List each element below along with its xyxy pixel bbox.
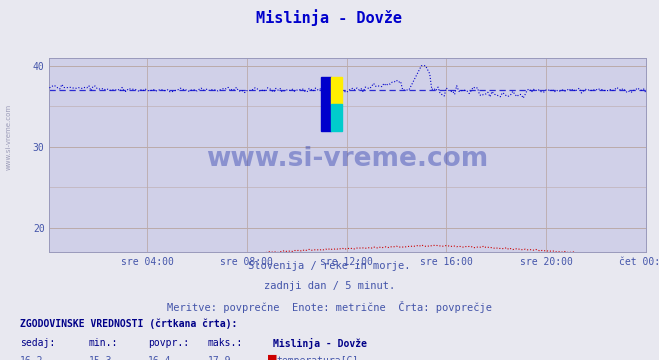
- Text: temperatura[C]: temperatura[C]: [277, 356, 359, 360]
- Text: Mislinja - Dovže: Mislinja - Dovže: [273, 338, 368, 350]
- Text: sedaj:: sedaj:: [20, 338, 55, 348]
- Text: 16,4: 16,4: [148, 356, 172, 360]
- Text: Mislinja - Dovže: Mislinja - Dovže: [256, 9, 403, 26]
- Text: min.:: min.:: [89, 338, 119, 348]
- Bar: [321, 77, 331, 131]
- Text: Slovenija / reke in morje.: Slovenija / reke in morje.: [248, 261, 411, 271]
- Bar: [331, 104, 341, 131]
- Bar: [331, 77, 341, 104]
- Text: 16,2: 16,2: [20, 356, 43, 360]
- Text: 17,9: 17,9: [208, 356, 231, 360]
- Text: povpr.:: povpr.:: [148, 338, 189, 348]
- Text: www.si-vreme.com: www.si-vreme.com: [5, 104, 11, 170]
- Text: Meritve: povprečne  Enote: metrične  Črta: povprečje: Meritve: povprečne Enote: metrične Črta:…: [167, 301, 492, 312]
- Text: zadnji dan / 5 minut.: zadnji dan / 5 minut.: [264, 281, 395, 291]
- Text: 15,3: 15,3: [89, 356, 113, 360]
- Text: www.si-vreme.com: www.si-vreme.com: [206, 146, 489, 172]
- Text: maks.:: maks.:: [208, 338, 243, 348]
- Text: ■: ■: [267, 354, 277, 360]
- Text: ZGODOVINSKE VREDNOSTI (črtkana črta):: ZGODOVINSKE VREDNOSTI (črtkana črta):: [20, 319, 237, 329]
